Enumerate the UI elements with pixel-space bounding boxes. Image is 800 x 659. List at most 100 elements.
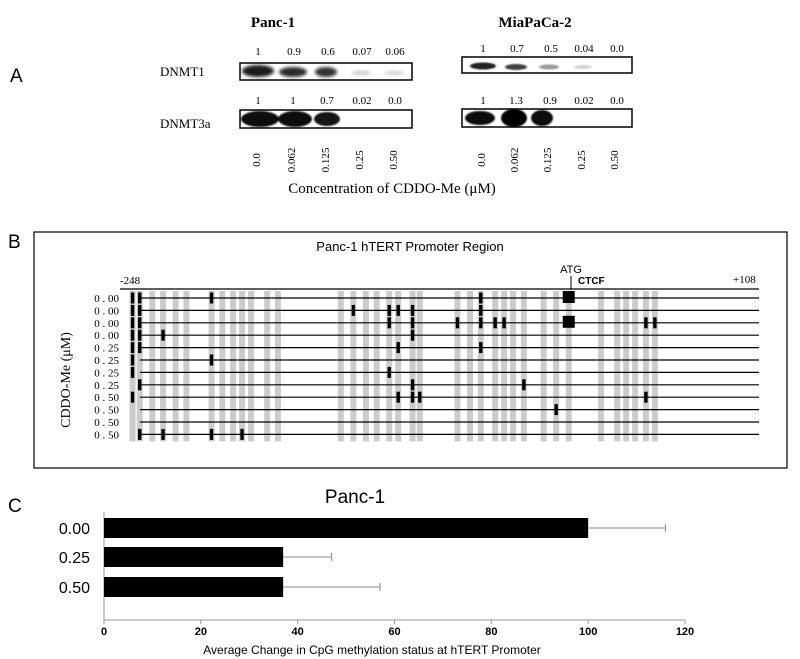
cpg-site-column [454, 291, 461, 442]
cell-line-panc1: Panc-1 [251, 15, 295, 31]
conc-labels-mia: 0.0 0.062 0.125 0.25 0.50 [476, 147, 621, 172]
category-label: 0.25 [59, 550, 90, 567]
row-labels: 0 . 000 . 000 . 000 . 000 . 250 . 250 . … [94, 293, 119, 441]
methylated-cpg-mark [161, 428, 165, 440]
atg-label: ATG [560, 264, 582, 276]
quant-value: 1 [290, 95, 296, 107]
row-label: 0 . 00 [94, 305, 119, 317]
category-label: 0.00 [59, 521, 90, 538]
cpg-site-column [183, 291, 190, 442]
row-label: 0 . 50 [94, 429, 119, 441]
cpg-site-column [632, 291, 639, 442]
methylated-cpg-mark [502, 317, 506, 329]
row-label: 0 . 50 [94, 392, 119, 404]
methylated-cpg-mark [387, 317, 391, 329]
x-tick-label: 80 [485, 626, 497, 638]
promoter-start-label: -248 [120, 275, 141, 287]
conc-label: 0.50 [609, 150, 621, 170]
methylated-cpg-mark [138, 428, 142, 440]
quant-value: 0.0 [388, 95, 402, 107]
cpg-site-column [248, 291, 255, 442]
quant-value: 0.07 [352, 46, 372, 58]
quant-value: 1 [480, 95, 486, 107]
methylated-cpg-mark [479, 292, 483, 304]
category-label: 0.50 [59, 580, 90, 597]
methylated-cpg-mark [138, 292, 142, 304]
ctcf-block [562, 315, 575, 328]
ctcf-label: CTCF [578, 276, 605, 287]
conc-label: 0.125 [320, 147, 332, 172]
blot-mia-dnmt1 [461, 56, 633, 74]
row-label: 0 . 25 [94, 355, 119, 367]
cpg-site-column [208, 291, 215, 442]
cpg-site-column [614, 291, 621, 442]
panel-b-ylabel: CDDO-Me (μM) [59, 332, 74, 428]
quant-value: 1 [255, 46, 261, 58]
quant-panc1-dnmt3a: 1 1 0.7 0.02 0.0 [255, 95, 402, 107]
methylated-cpg-mark [130, 366, 135, 378]
methylated-cpg-mark [138, 317, 142, 329]
conc-label: 0.062 [509, 148, 521, 173]
quant-value: 1 [255, 95, 261, 107]
methylation-marks [130, 291, 657, 440]
panel-a-letter: A [10, 66, 23, 87]
methylated-cpg-mark [240, 428, 244, 440]
conc-label: 0.0 [476, 153, 488, 167]
methylated-cpg-mark [410, 329, 415, 341]
cpg-site-column [416, 291, 423, 442]
cpg-site-column [149, 291, 156, 442]
cpg-site-column [386, 291, 393, 442]
methylated-cpg-mark [396, 304, 400, 316]
x-tick-label: 20 [195, 626, 207, 638]
methylated-cpg-mark [161, 329, 165, 341]
methylated-cpg-mark [138, 379, 142, 391]
panel-c: C Panc-1 0.00 0.25 0.50 0 20 40 60 80 100 120 Ave… [8, 487, 694, 657]
quant-panc1-dnmt1: 1 0.9 0.6 0.07 0.06 [255, 46, 405, 58]
cpg-site-column [136, 291, 143, 442]
methylated-cpg-mark [479, 304, 483, 316]
cell-line-miapaca2: MiaPaCa-2 [498, 15, 571, 31]
quant-value: 0.5 [544, 43, 558, 55]
quant-value: 0.7 [320, 95, 334, 107]
quant-value: 1 [480, 43, 486, 55]
quant-value: 0.02 [574, 95, 593, 107]
cpg-site-column [510, 291, 517, 442]
quant-value: 0.06 [385, 46, 405, 58]
conc-label: 0.0 [251, 153, 263, 167]
methylated-cpg-mark [130, 317, 135, 329]
conc-label: 0.062 [286, 148, 298, 173]
cpg-site-column [230, 291, 237, 442]
conc-labels-panc1: 0.0 0.062 0.125 0.25 0.50 [251, 147, 400, 172]
methylated-cpg-mark [644, 317, 648, 329]
conc-label: 0.125 [542, 147, 554, 172]
conc-label: 0.50 [388, 150, 400, 170]
panel-b-title: Panc-1 hTERT Promoter Region [316, 239, 503, 254]
bar [104, 547, 284, 567]
chart-title: Panc-1 [325, 487, 385, 508]
cpg-site-column [274, 291, 281, 442]
blot-mia-dnmt3a [461, 108, 633, 128]
methylated-cpg-mark [130, 329, 135, 341]
methylated-cpg-mark [522, 379, 526, 391]
row-label: 0 . 50 [94, 405, 119, 417]
methylated-cpg-mark [644, 391, 648, 403]
quant-value: 0.0 [610, 43, 624, 55]
x-tick-label: 100 [579, 626, 597, 638]
row-label: 0 . 25 [94, 343, 119, 355]
methylated-cpg-mark [387, 304, 391, 316]
bar [104, 518, 589, 538]
quant-value: 0.7 [510, 43, 524, 55]
panel-a-xlabel: Concentration of CDDO-Me (μM) [288, 181, 496, 197]
methylated-cpg-mark [130, 292, 135, 304]
methylated-cpg-mark [351, 304, 356, 316]
panel-c-letter: C [8, 496, 22, 517]
conc-label: 0.25 [354, 150, 366, 170]
methylated-cpg-mark [130, 354, 135, 366]
cpg-site-column [540, 291, 547, 442]
row-label: 0 . 00 [94, 330, 119, 342]
quant-mia-dnmt3a: 1 1.3 0.9 0.02 0.0 [480, 95, 624, 107]
blot-panc1-dnmt3a [239, 109, 413, 129]
cpg-site-column [409, 291, 416, 442]
bar-chart: 0.00 0.25 0.50 0 20 40 60 80 100 120 [59, 512, 694, 638]
